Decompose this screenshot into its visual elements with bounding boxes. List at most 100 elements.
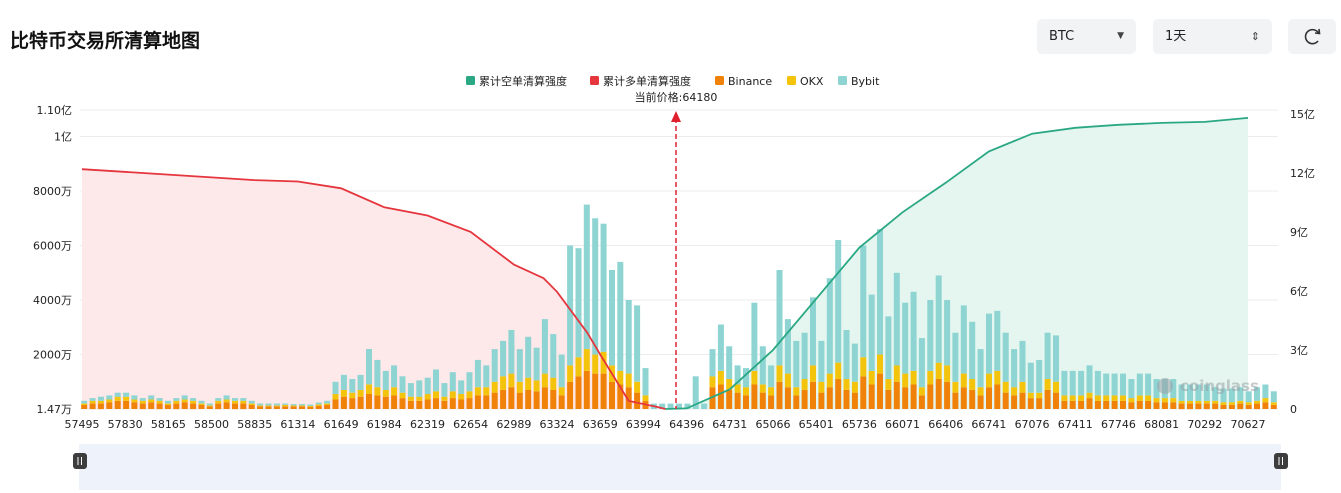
- binance-bar: [634, 392, 641, 409]
- bybit-bar: [324, 400, 331, 404]
- okx-bar: [851, 381, 858, 393]
- legend-item[interactable]: 累计多单清算强度: [590, 74, 691, 88]
- y-right-tick-label: 0: [1290, 403, 1297, 416]
- okx-bar: [826, 373, 833, 388]
- bybit-bar: [190, 398, 197, 401]
- bybit-bar: [223, 395, 230, 400]
- okx-bar: [726, 379, 733, 390]
- okx-bar: [918, 387, 925, 396]
- range-slider-right-handle[interactable]: [1274, 453, 1288, 469]
- binance-bar: [1053, 392, 1059, 409]
- bybit-bar: [676, 403, 682, 410]
- okx-bar: [307, 406, 314, 407]
- range-slider-track[interactable]: [79, 444, 1281, 490]
- x-tick-label: 62989: [496, 418, 531, 431]
- binance-bar: [1111, 400, 1118, 409]
- okx-bar: [541, 373, 548, 388]
- legend-item[interactable]: Binance: [715, 75, 772, 88]
- okx-bar: [768, 387, 775, 396]
- bybit-bar: [1178, 384, 1185, 401]
- okx-bar: [1094, 395, 1101, 401]
- range-slider-left-handle[interactable]: [73, 453, 87, 469]
- legend-swatch: [787, 76, 796, 85]
- binance-bar: [1002, 392, 1009, 409]
- okx-bar: [776, 365, 783, 382]
- okx-bar: [810, 365, 816, 382]
- okx-bar: [759, 384, 766, 393]
- okx-bar: [89, 400, 96, 404]
- binance-bar: [1078, 400, 1085, 409]
- symbol-select[interactable]: BTC ▼: [1037, 19, 1136, 54]
- okx-bar: [575, 357, 582, 377]
- bybit-bar: [1011, 349, 1018, 388]
- bybit-bar: [374, 359, 381, 388]
- bybit-bar: [885, 316, 892, 380]
- binance-bar: [776, 381, 783, 410]
- bybit-bar: [843, 330, 850, 380]
- legend-swatch: [466, 76, 475, 85]
- x-tick-label: 65401: [799, 418, 834, 431]
- liquidation-bars: [81, 204, 1277, 410]
- binance-bar: [156, 403, 163, 410]
- bybit-bar: [918, 338, 925, 388]
- okx-bar: [433, 391, 439, 399]
- long-cumulative-line: [81, 168, 666, 410]
- chart-legend[interactable]: 累计空单清算强度 累计多单清算强度 Binance OKX Bybit: [466, 74, 880, 88]
- binance-bar: [366, 394, 372, 409]
- legend-item[interactable]: Bybit: [838, 75, 880, 88]
- bybit-bar: [1254, 387, 1260, 401]
- okx-bar: [366, 384, 372, 394]
- okx-bar: [1069, 395, 1076, 401]
- bybit-bar: [877, 229, 883, 355]
- binance-bar: [1069, 400, 1076, 409]
- binance-bar: [290, 406, 297, 409]
- binance-bar: [617, 384, 624, 409]
- bybit-bar: [240, 398, 247, 401]
- bybit-bar: [391, 365, 398, 388]
- binance-bar: [491, 392, 498, 409]
- y-left-tick-label: 6000万: [33, 240, 72, 253]
- okx-bar: [642, 395, 649, 401]
- legend-item[interactable]: OKX: [787, 75, 824, 88]
- okx-bar: [181, 399, 188, 403]
- binance-bar: [139, 403, 146, 410]
- y-left-tick-label: 8000万: [33, 185, 72, 198]
- legend-item[interactable]: 累计空单清算强度: [466, 74, 567, 88]
- x-tick-label: 63324: [540, 418, 575, 431]
- bybit-bar: [701, 403, 708, 410]
- okx-bar: [374, 387, 381, 396]
- okx-bar: [1203, 400, 1210, 404]
- binance-bar: [835, 379, 842, 409]
- bybit-bar: [642, 368, 649, 396]
- binance-bar: [1061, 400, 1068, 409]
- binance-bar: [734, 392, 741, 409]
- okx-bar: [508, 373, 515, 388]
- bybit-bar: [257, 403, 264, 406]
- bybit-bar: [81, 400, 88, 404]
- binance-bar: [466, 398, 473, 409]
- okx-bar: [1195, 400, 1202, 404]
- bybit-bar: [977, 349, 984, 388]
- watermark-text: coinglass: [1180, 377, 1259, 395]
- okx-bar: [1270, 402, 1277, 405]
- current-price-label: 当前价格:64180: [635, 90, 718, 104]
- refresh-button[interactable]: [1288, 19, 1336, 54]
- bybit-bar: [1053, 335, 1059, 382]
- bybit-bar: [944, 300, 951, 366]
- okx-bar: [407, 396, 414, 401]
- interval-select[interactable]: 1天 ⇕: [1153, 19, 1272, 54]
- binance-bar: [1019, 392, 1026, 409]
- okx-bar: [784, 373, 791, 388]
- binance-bar: [273, 406, 280, 409]
- legend-label: 累计空单清算强度: [479, 74, 567, 88]
- binance-bar: [407, 400, 414, 409]
- binance-bar: [1027, 398, 1034, 409]
- binance-bar: [600, 373, 607, 409]
- bybit-bar: [1270, 391, 1277, 403]
- symbol-select-value: BTC: [1049, 29, 1075, 44]
- binance-bar: [1195, 403, 1202, 410]
- okx-bar: [1044, 379, 1051, 390]
- bybit-bar: [617, 261, 624, 371]
- bybit-bar: [751, 302, 758, 371]
- okx-bar: [441, 396, 448, 401]
